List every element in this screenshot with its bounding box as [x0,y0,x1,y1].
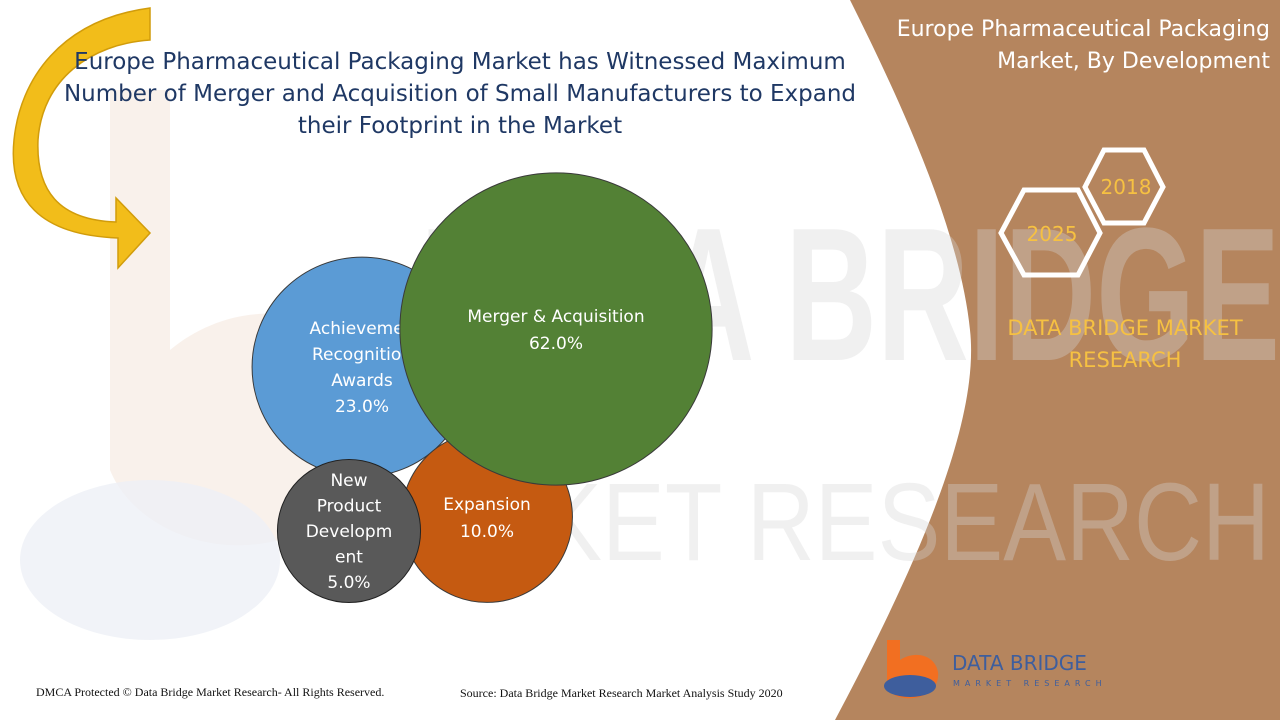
brand-text: DATA BRIDGE MARKET RESEARCH [1007,316,1243,372]
bubble-4-label: New [330,471,367,491]
bubble-2-value: 62.0% [529,334,583,354]
source-footer: Source: Data Bridge Market Research Mark… [460,686,783,700]
watermark-swoosh [20,480,280,640]
side-panel [835,0,1280,720]
logo-swoosh-icon [884,675,936,697]
side-title: Europe Pharmaceutical Packaging Market, … [896,17,1270,74]
logo-sub-text: MARKET RESEARCH [953,679,1107,688]
bubble-3-label: Expansion [443,495,531,515]
bubble-3-value: 10.0% [460,522,514,542]
hexagon-2025 [998,187,1103,278]
bubble-1-value: 23.0% [335,397,389,417]
bubble-4-label: Developm [306,522,393,542]
bubble-2-label: Merger & Acquisition [467,307,644,327]
chart-title: Europe Pharmaceutical Packaging Market h… [63,49,857,139]
year-2025: 2025 [1027,222,1078,246]
bubble-2 [399,172,713,486]
curved-arrow [12,7,152,270]
bubble-1-label: Awards [331,371,393,391]
bubble-4-label: Product [317,497,382,517]
bubble-1-label: Achievemen [310,319,415,339]
logo-main-text: DATA BRIDGE [952,651,1087,675]
hexagon-2018 [1082,147,1166,226]
year-2018: 2018 [1101,175,1152,199]
bubble-4 [276,458,422,604]
bubble-4-value: 5.0% [327,573,370,593]
copyright-footer: DMCA Protected © Data Bridge Market Rese… [36,685,385,699]
bubble-4-label: ent [335,548,363,568]
bubble-1-label: Recognition [312,345,412,365]
